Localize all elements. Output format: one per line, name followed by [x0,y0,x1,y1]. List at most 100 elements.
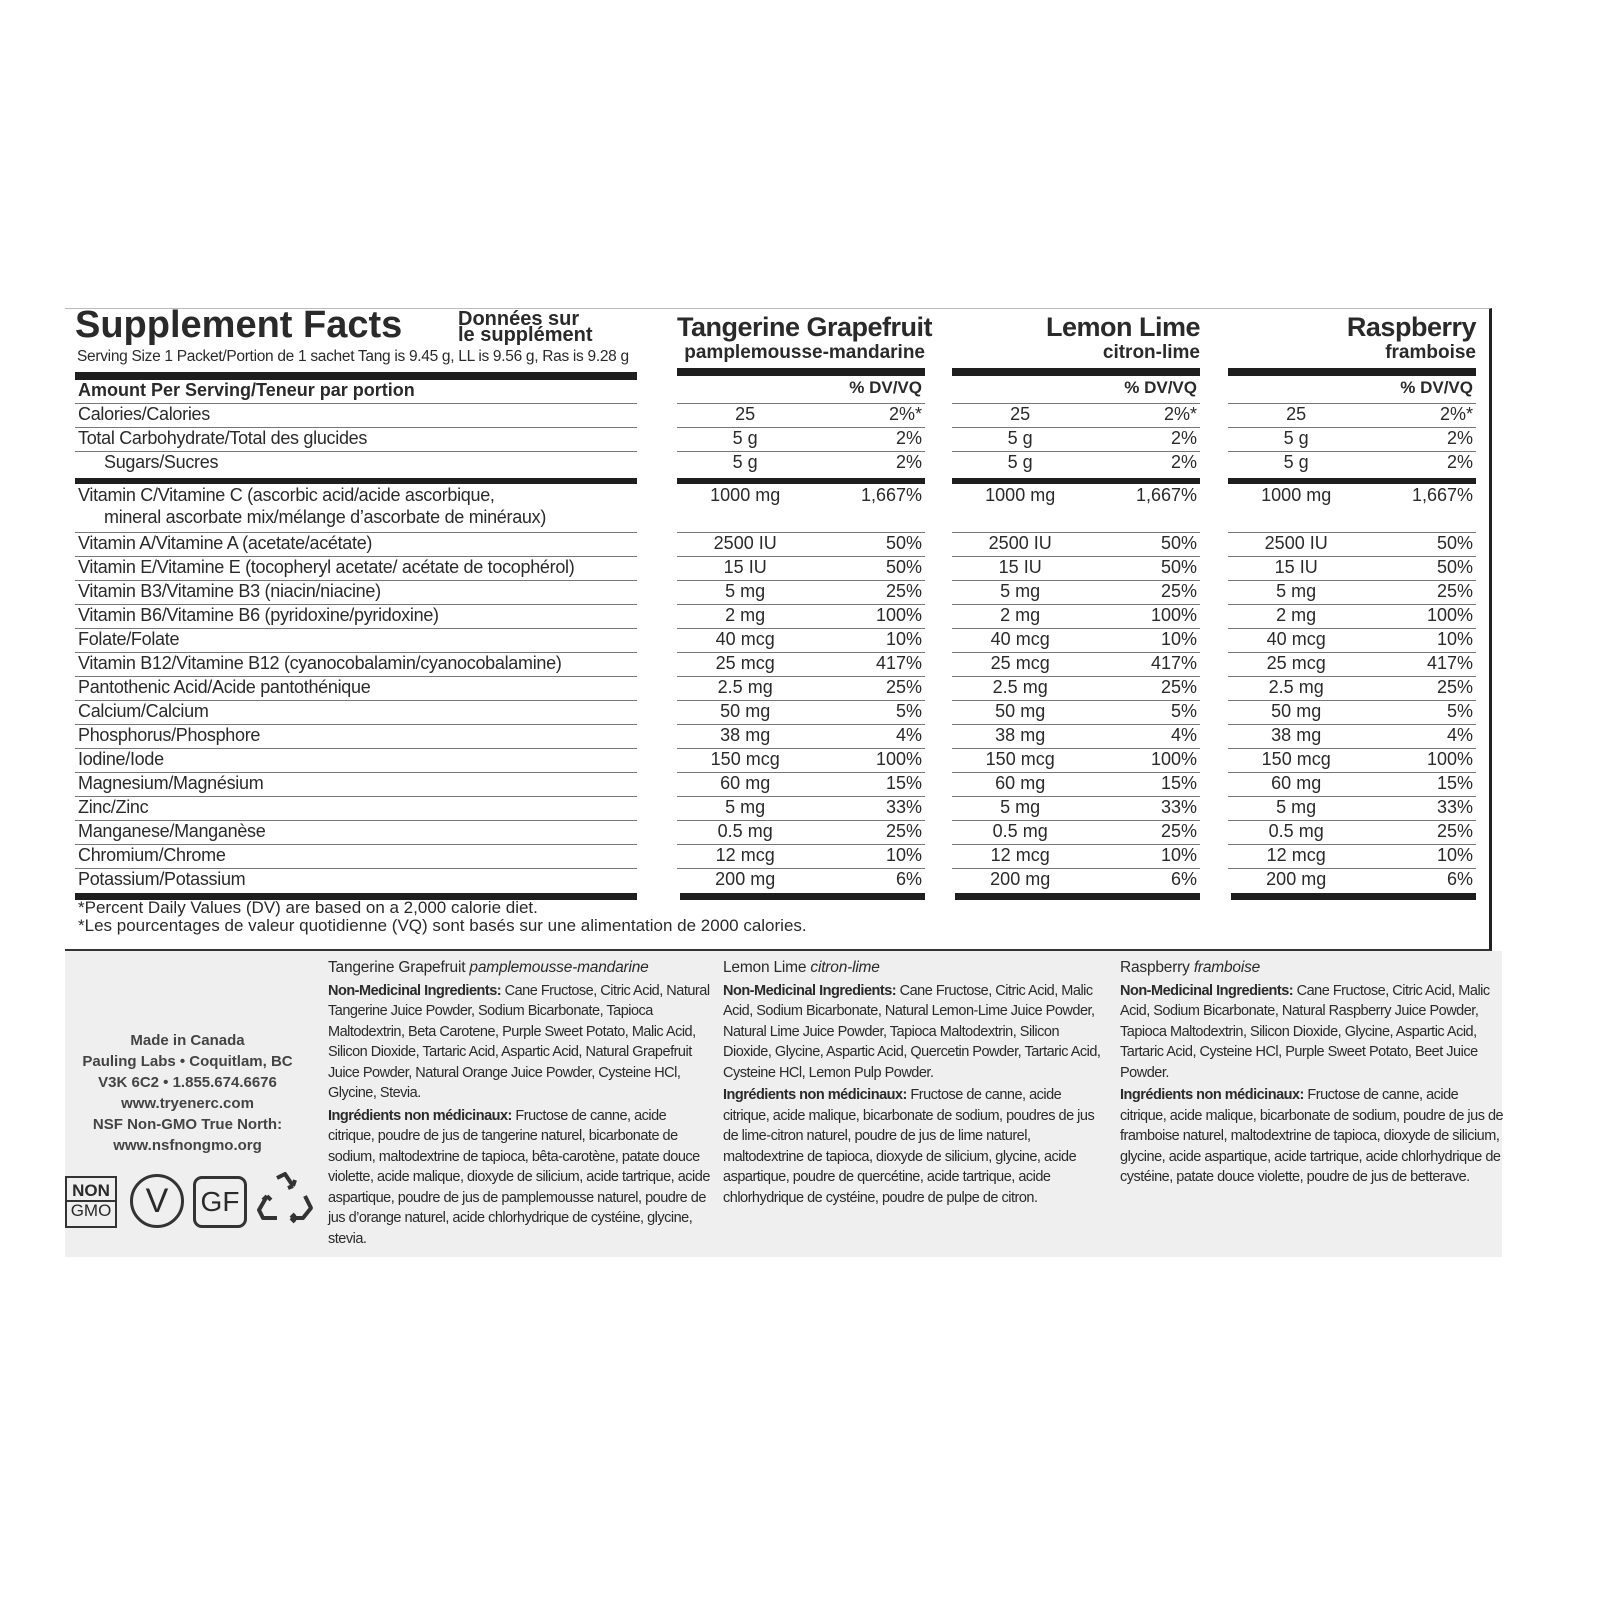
ingredients-flavor: Raspberry framboise [1120,958,1505,979]
rule [952,724,1200,725]
nutrient-label: Vitamin A/Vitamine A (acetate/acétate) [78,533,373,553]
rule [1228,368,1476,376]
daily-value: 2%* [888,404,922,424]
amount: 0.5 mg [717,821,773,841]
badge-text: NON [72,1181,110,1200]
rule [952,403,1200,404]
amount: 200 mg [715,869,776,889]
nutrient-label: mineral ascorbate mix/mélange d’ascorbat… [104,507,547,527]
amount: 40 mcg [990,629,1050,649]
amount: 1000 mg [985,485,1056,505]
nutrient-label: Vitamin E/Vitamine E (tocopheryl acetate… [78,557,575,577]
dv-header: % DV/VQ [1400,378,1473,397]
flavor-name: Lemon Lime [1045,312,1201,342]
amount: 5 g [732,452,758,472]
nutrient-label: Manganese/Manganèse [78,821,266,841]
rule [1228,604,1476,605]
rule [677,676,925,677]
amount: 1000 mg [710,485,781,505]
ingredients-en: Non-Medicinal Ingredients: Cane Fructose… [723,981,1108,1084]
daily-value: 1,667% [860,485,922,505]
daily-value: 25% [1160,677,1197,697]
company-line: V3K 6C2 • 1.855.674.6676 [98,1074,277,1091]
rule [1228,796,1476,797]
rule [75,532,637,533]
rule [1228,427,1476,428]
nutrient-label: Sugars/Sucres [104,452,219,472]
nutrient-label: Total Carbohydrate/Total des glucides [78,428,368,448]
amount: 60 mg [1271,773,1322,793]
rule [677,796,925,797]
ingredients-en: Non-Medicinal Ingredients: Cane Fructose… [1120,981,1505,1084]
amount: 2 mg [1276,605,1317,625]
amount: 5 mg [1276,581,1317,601]
daily-value: 2% [1446,452,1473,472]
amount: 200 mg [1266,869,1327,889]
daily-value: 100% [1426,605,1473,625]
rule [952,368,1200,376]
rule [75,820,637,821]
rule [677,427,925,428]
ingredients-text: Cane Fructose, Citric Acid, Malic Acid, … [1120,982,1490,1081]
dv-header: % DV/VQ [1124,378,1197,397]
ingredients-block: Lemon Lime citron-lime Non-Medicinal Ingr… [723,958,1108,1208]
rule [1231,893,1476,900]
daily-value: 100% [875,605,922,625]
amount: 50 mg [1271,701,1322,721]
daily-value: 25% [1436,581,1473,601]
ingredients-fr: Ingrédients non médicinaux: Fructose de … [328,1106,713,1250]
amount: 25 [1010,404,1031,424]
daily-value: 100% [1426,749,1473,769]
flavor-name-fr: citron-lime [1102,342,1200,363]
nutrient-label: Magnesium/Magnésium [78,773,264,793]
title-fr: Données sur le supplément [458,308,593,346]
amount: 2 mg [725,605,766,625]
rule [75,700,637,701]
amount: 60 mg [720,773,771,793]
footnotes: *Percent Daily Values (DV) are based on … [78,899,807,935]
ingredients-fr: Ingrédients non médicinaux: Fructose de … [1120,1085,1505,1188]
amount: 1000 mg [1261,485,1332,505]
ingredients-block: Tangerine Grapefruit pamplemousse-mandar… [328,958,713,1249]
rule [75,748,637,749]
daily-value: 6% [895,869,922,889]
nutrient-label: Vitamin B3/Vitamine B3 (niacin/niacine) [78,581,381,601]
rule [677,532,925,533]
daily-value: 5% [895,701,922,721]
company-line: NSF Non-GMO True North: [92,1116,283,1133]
daily-value: 25% [885,821,922,841]
title-fr-line: le supplément [458,324,593,346]
rule [75,652,637,653]
amount: 38 mg [1271,725,1322,745]
rule [952,868,1200,869]
daily-value: 4% [895,725,922,745]
daily-value: 5% [1170,701,1197,721]
nutrient-label: Iodine/Iode [78,749,164,769]
daily-value: 33% [1436,797,1473,817]
vegan-badge: V [130,1174,184,1228]
daily-value: 10% [1160,629,1197,649]
nutrient-label: Vitamin B6/Vitamine B6 (pyridoxine/pyrid… [78,605,439,625]
amount: 25 mcg [990,653,1050,673]
rule [677,868,925,869]
amount: 0.5 mg [992,821,1048,841]
daily-value: 2% [1170,452,1197,472]
daily-value: 1,667% [1411,485,1473,505]
rule [952,628,1200,629]
title-fr-line: Données sur [458,308,580,330]
rule [952,532,1200,533]
rule [1228,652,1476,653]
rule [952,844,1200,845]
amount: 5 mg [1000,581,1041,601]
gluten-free-badge: GF [193,1176,247,1228]
rule [677,772,925,773]
badge-text: GMO [67,1200,115,1220]
amount: 15 IU [998,557,1042,577]
rule [1228,724,1476,725]
amount: 25 [1286,404,1307,424]
rule [1228,628,1476,629]
daily-value: 5% [1446,701,1473,721]
daily-value: 25% [885,581,922,601]
rule [677,748,925,749]
daily-value: 2% [1170,428,1197,448]
